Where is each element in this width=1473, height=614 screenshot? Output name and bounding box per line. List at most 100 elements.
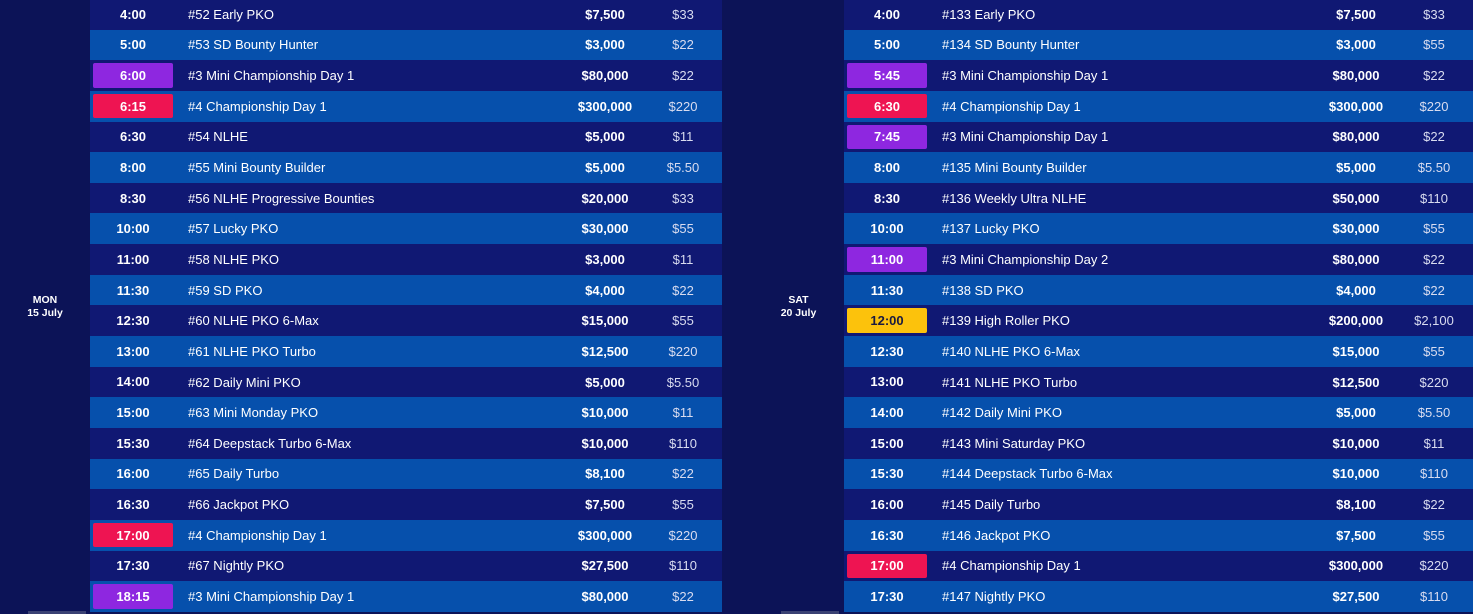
table-row[interactable]: 12:30 #60 NLHE PKO 6-Max $15,000 $55 <box>90 305 722 337</box>
table-row[interactable]: 8:00 #135 Mini Bounty Builder $5,000 $5.50 <box>844 152 1473 183</box>
table-row[interactable]: 4:00 #133 Early PKO $7,500 $33 <box>844 0 1473 30</box>
event-name: #4 Championship Day 1 <box>188 527 327 543</box>
table-row[interactable]: 13:00 #141 NLHE PKO Turbo $12,500 $220 <box>844 366 1473 398</box>
buy-in: $55 <box>1423 221 1445 237</box>
table-row[interactable]: 5:00 #134 SD Bounty Hunter $3,000 $55 <box>844 29 1473 61</box>
start-time: 17:00 <box>847 553 927 579</box>
start-time: 14:00 <box>870 405 904 421</box>
guaranteed-prize: $30,000 <box>581 221 629 237</box>
event-name: #3 Mini Championship Day 1 <box>942 129 1109 145</box>
table-row[interactable]: 8:00 #55 Mini Bounty Builder $5,000 $5.50 <box>90 152 722 183</box>
guaranteed-prize: $80,000 <box>1332 129 1380 145</box>
buy-in: $2,100 <box>1414 313 1454 329</box>
table-row[interactable]: 15:00 #63 Mini Monday PKO $10,000 $11 <box>90 397 722 428</box>
guaranteed-prize: $15,000 <box>1332 343 1380 359</box>
event-name: #141 NLHE PKO Turbo <box>942 374 1078 390</box>
buy-in: $22 <box>1423 68 1445 84</box>
buy-in: $110 <box>1420 190 1448 206</box>
guaranteed-prize: $300,000 <box>1328 98 1384 114</box>
start-time: 15:00 <box>870 435 904 451</box>
start-time: 17:30 <box>116 558 150 574</box>
guaranteed-prize: $4,000 <box>585 282 625 298</box>
guaranteed-prize: $7,500 <box>585 497 625 513</box>
start-time: 12:30 <box>116 313 150 329</box>
table-row[interactable]: 5:45 #3 Mini Championship Day 1 $80,000 $22 <box>844 60 1473 91</box>
table-row[interactable]: 8:30 #56 NLHE Progressive Bounties $20,000… <box>90 182 722 214</box>
table-row[interactable]: 14:00 #62 Daily Mini PKO $5,000 $5.50 <box>90 366 722 398</box>
day-label: MON 15 July <box>0 0 90 614</box>
table-row[interactable]: 10:00 #57 Lucky PKO $30,000 $55 <box>90 213 722 245</box>
table-row[interactable]: 16:30 #146 Jackpot PKO $7,500 $55 <box>844 519 1473 551</box>
event-name: #3 Mini Championship Day 1 <box>942 68 1109 84</box>
start-time: 10:00 <box>116 221 150 237</box>
table-row[interactable]: 4:00 #52 Early PKO $7,500 $33 <box>90 0 722 30</box>
event-name: #3 Mini Championship Day 2 <box>942 251 1109 267</box>
table-row[interactable]: 6:30 #4 Championship Day 1 $300,000 $220 <box>844 90 1473 122</box>
table-row[interactable]: 8:30 #136 Weekly Ultra NLHE $50,000 $110 <box>844 182 1473 214</box>
start-time: 11:30 <box>116 282 150 298</box>
table-row[interactable]: 11:30 #138 SD PKO $4,000 $22 <box>844 274 1473 306</box>
buy-in: $22 <box>1423 251 1445 267</box>
table-row[interactable]: 12:00 #139 High Roller PKO $200,000 $2,100 <box>844 305 1473 337</box>
buy-in: $22 <box>1423 129 1445 145</box>
start-time: 6:30 <box>847 93 927 119</box>
buy-in: $11 <box>1423 435 1445 451</box>
buy-in: $220 <box>1419 374 1449 390</box>
start-time: 8:00 <box>119 159 147 175</box>
guaranteed-prize: $30,000 <box>1332 221 1380 237</box>
table-row[interactable]: 5:00 #53 SD Bounty Hunter $3,000 $22 <box>90 29 722 61</box>
event-name: #65 Daily Turbo <box>188 466 280 482</box>
guaranteed-prize: $3,000 <box>1336 37 1376 53</box>
table-row[interactable]: 14:00 #142 Daily Mini PKO $5,000 $5.50 <box>844 397 1473 428</box>
table-row[interactable]: 11:00 #58 NLHE PKO $3,000 $11 <box>90 244 722 275</box>
guaranteed-prize: $20,000 <box>581 190 629 206</box>
table-row[interactable]: 15:30 #64 Deepstack Turbo 6-Max $10,000 $11… <box>90 427 722 459</box>
buy-in: $5.50 <box>1417 160 1451 176</box>
table-row[interactable]: 10:00 #137 Lucky PKO $30,000 $55 <box>844 213 1473 245</box>
start-time: 16:00 <box>116 466 150 482</box>
table-row[interactable]: 6:15 #4 Championship Day 1 $300,000 $220 <box>90 90 722 122</box>
table-row[interactable]: 15:00 #143 Mini Saturday PKO $10,000 $11 <box>844 427 1473 459</box>
table-row[interactable]: 16:00 #65 Daily Turbo $8,100 $22 <box>90 458 722 490</box>
guaranteed-prize: $5,000 <box>585 129 625 145</box>
table-row[interactable]: 16:30 #66 Jackpot PKO $7,500 $55 <box>90 489 722 520</box>
buy-in: $220 <box>668 343 698 359</box>
table-row[interactable]: 12:30 #140 NLHE PKO 6-Max $15,000 $55 <box>844 336 1473 367</box>
event-name: #147 Nightly PKO <box>942 588 1046 604</box>
table-row[interactable]: 7:45 #3 Mini Championship Day 1 $80,000 $22 <box>844 121 1473 153</box>
event-name: #4 Championship Day 1 <box>942 558 1081 574</box>
start-time: 18:15 <box>93 584 173 609</box>
table-row[interactable]: 15:30 #144 Deepstack Turbo 6-Max $10,000 $1… <box>844 458 1473 490</box>
guaranteed-prize: $80,000 <box>1332 68 1380 84</box>
event-name: #136 Weekly Ultra NLHE <box>942 190 1087 206</box>
table-row[interactable]: 6:30 #54 NLHE $5,000 $11 <box>90 121 722 153</box>
table-row[interactable]: 17:00 #4 Championship Day 1 $300,000 $220 <box>844 550 1473 582</box>
guaranteed-prize: $10,000 <box>1332 466 1380 482</box>
buy-in: $5.50 <box>666 160 700 176</box>
table-row[interactable]: 17:00 #4 Championship Day 1 $300,000 $220 <box>90 519 722 551</box>
table-row[interactable]: 11:30 #59 SD PKO $4,000 $22 <box>90 274 722 306</box>
guaranteed-prize: $300,000 <box>1328 558 1384 574</box>
event-name: #145 Daily Turbo <box>942 497 1041 513</box>
start-time: 5:00 <box>873 37 901 53</box>
event-name: #55 Mini Bounty Builder <box>188 160 326 176</box>
guaranteed-prize: $80,000 <box>1332 251 1380 267</box>
table-row[interactable]: 16:00 #145 Daily Turbo $8,100 $22 <box>844 489 1473 520</box>
guaranteed-prize: $300,000 <box>577 98 633 114</box>
start-time: 5:45 <box>847 63 927 88</box>
guaranteed-prize: $8,100 <box>1336 497 1376 513</box>
guaranteed-prize: $8,100 <box>585 466 625 482</box>
table-row[interactable]: 17:30 #147 Nightly PKO $27,500 $110 <box>844 581 1473 612</box>
table-row[interactable]: 6:00 #3 Mini Championship Day 1 $80,000 $22 <box>90 60 722 91</box>
event-name: #66 Jackpot PKO <box>188 497 290 513</box>
start-time: 6:30 <box>119 129 147 145</box>
buy-in: $110 <box>1420 466 1448 482</box>
guaranteed-prize: $10,000 <box>1332 435 1380 451</box>
start-time: 4:00 <box>119 6 147 22</box>
table-row[interactable]: 11:00 #3 Mini Championship Day 2 $80,000 $2… <box>844 244 1473 275</box>
table-row[interactable]: 18:15 #3 Mini Championship Day 1 $80,000 $2… <box>90 581 722 612</box>
table-row[interactable]: 13:00 #61 NLHE PKO Turbo $12,500 $220 <box>90 336 722 367</box>
table-row[interactable]: 17:30 #67 Nightly PKO $27,500 $110 <box>90 550 722 582</box>
start-time: 11:30 <box>870 282 904 298</box>
start-time: 5:00 <box>119 37 147 53</box>
